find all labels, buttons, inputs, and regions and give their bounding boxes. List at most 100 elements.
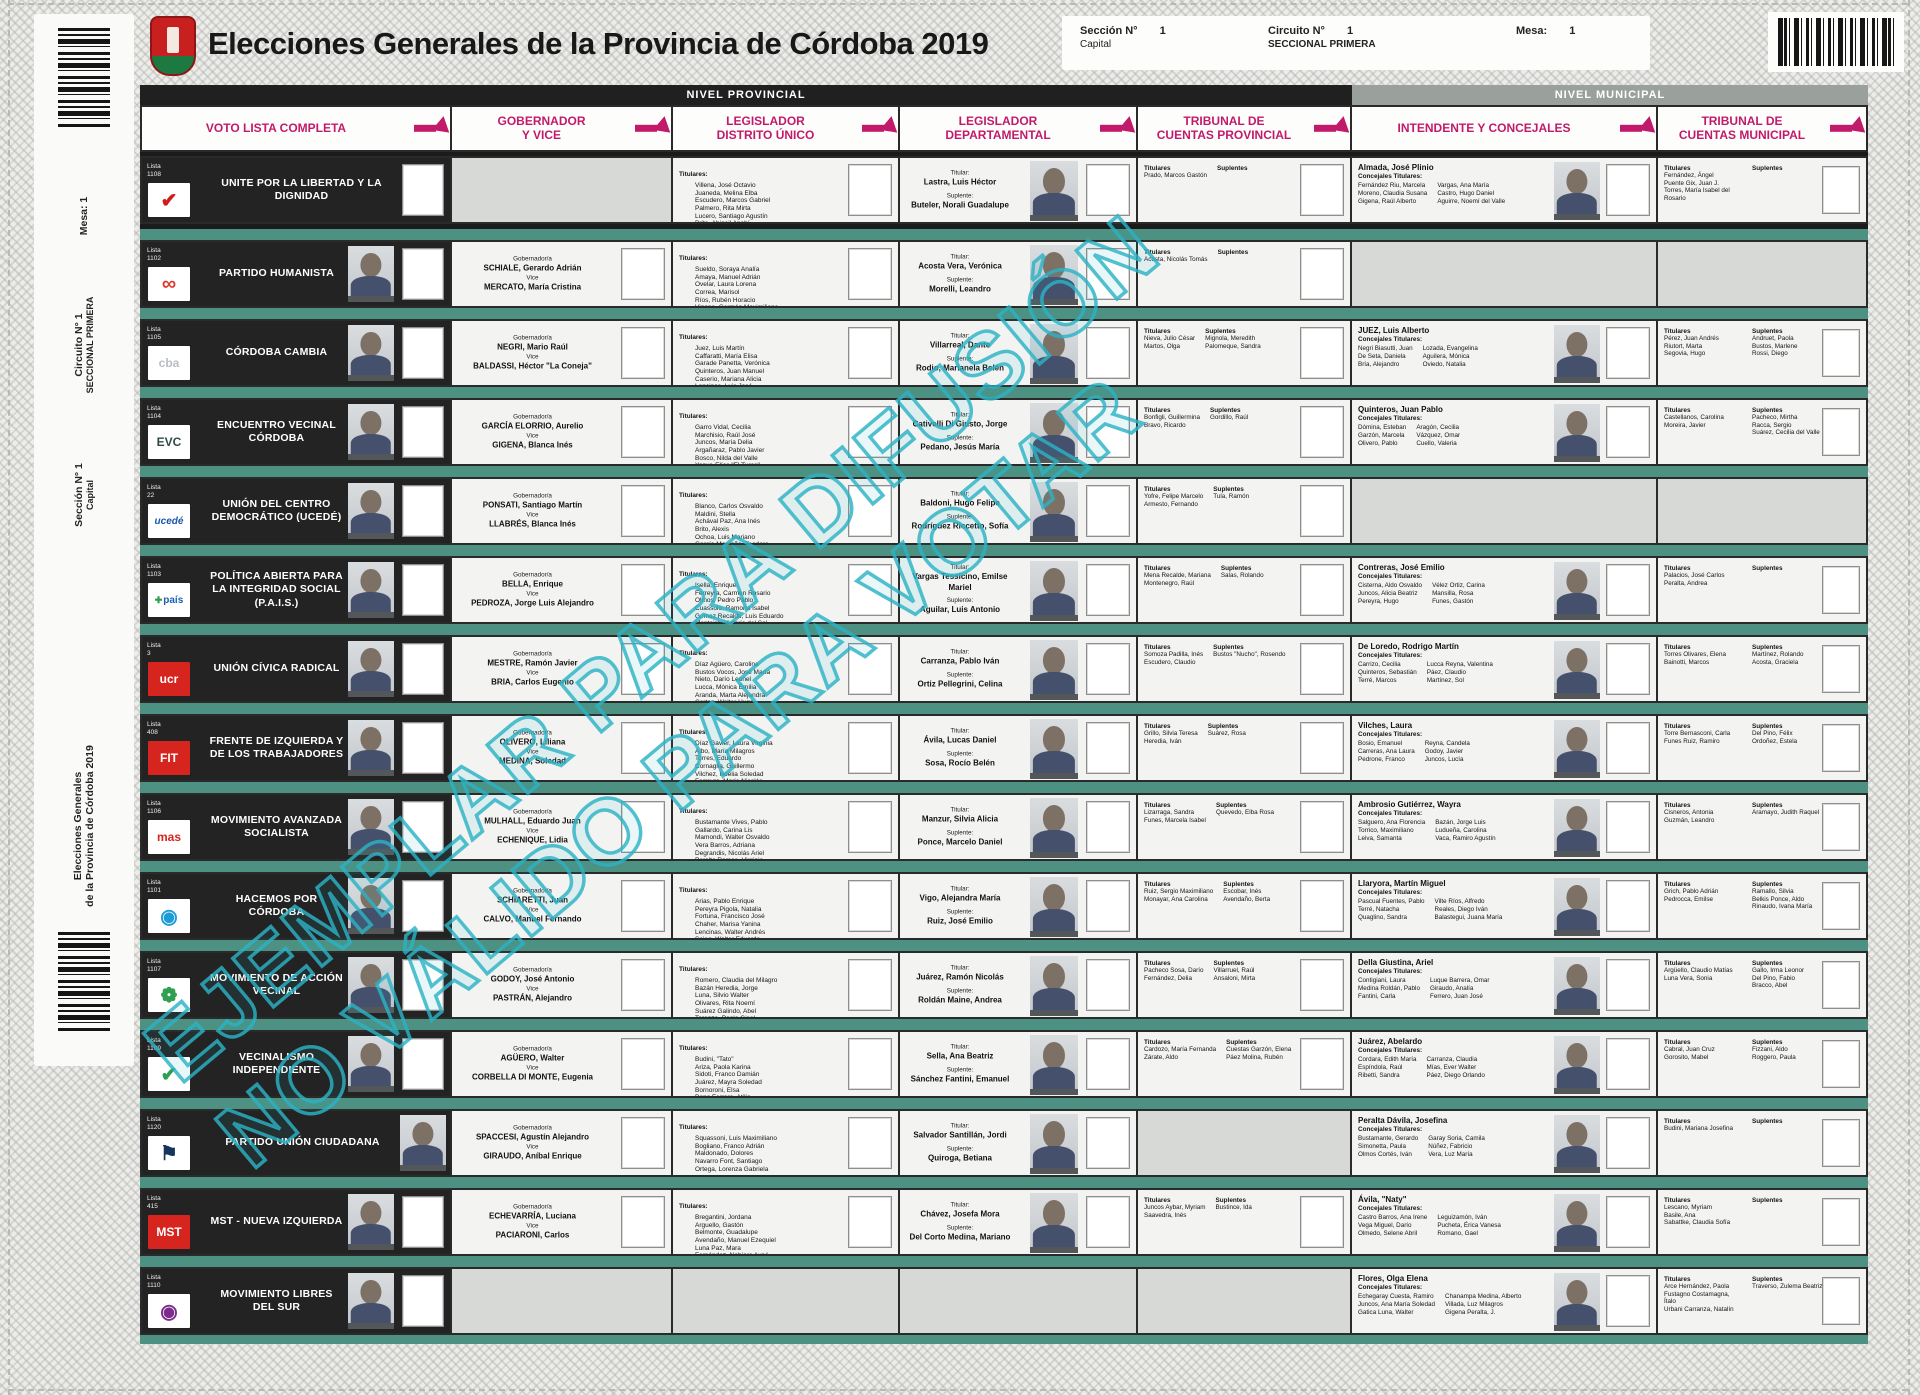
governor-checkbox[interactable] xyxy=(621,327,665,379)
tribunal-municipal-checkbox[interactable] xyxy=(1822,803,1860,851)
tribunal-provincial-checkbox[interactable] xyxy=(1300,722,1344,774)
legislator-district-checkbox[interactable] xyxy=(848,643,892,695)
titular-name: Funes Ruiz, Ramiro xyxy=(1664,737,1720,745)
full-list-checkbox[interactable] xyxy=(402,1038,444,1090)
governor-checkbox[interactable] xyxy=(621,801,665,853)
legislator-district-checkbox[interactable] xyxy=(848,1038,892,1090)
governor-checkbox[interactable] xyxy=(621,959,665,1011)
legislator-district-checkbox[interactable] xyxy=(848,164,892,216)
tribunal-municipal-checkbox[interactable] xyxy=(1822,1277,1860,1325)
tribunal-municipal-checkbox[interactable] xyxy=(1822,566,1860,614)
governor-checkbox[interactable] xyxy=(621,1117,665,1169)
tribunal-provincial-checkbox[interactable] xyxy=(1300,164,1344,216)
legislator-departmental-checkbox[interactable] xyxy=(1086,643,1130,695)
mayor-checkbox[interactable] xyxy=(1606,801,1650,853)
legislator-district-checkbox[interactable] xyxy=(848,959,892,1011)
tribunal-provincial-checkbox[interactable] xyxy=(1300,406,1344,458)
legislator-name: Isella, Enrique xyxy=(695,582,737,589)
tribunal-provincial-checkbox[interactable] xyxy=(1300,1196,1344,1248)
tribunal-municipal-checkbox[interactable] xyxy=(1822,724,1860,772)
full-list-checkbox[interactable] xyxy=(402,406,444,458)
legislator-departmental-checkbox[interactable] xyxy=(1086,164,1130,216)
mayor-checkbox[interactable] xyxy=(1606,722,1650,774)
tribunal-municipal-checkbox[interactable] xyxy=(1822,1198,1860,1246)
legislator-departmental-checkbox[interactable] xyxy=(1086,1117,1130,1169)
full-list-checkbox[interactable] xyxy=(402,801,444,853)
legislator-district-checkbox[interactable] xyxy=(848,880,892,932)
tribunal-provincial-checkbox[interactable] xyxy=(1300,880,1344,932)
legislator-district-checkbox[interactable] xyxy=(848,564,892,616)
governor-checkbox[interactable] xyxy=(621,1196,665,1248)
mayor-checkbox[interactable] xyxy=(1606,959,1650,1011)
tribunal-municipal-checkbox[interactable] xyxy=(1822,329,1860,377)
full-list-checkbox[interactable] xyxy=(402,485,444,537)
tribunal-provincial-checkbox[interactable] xyxy=(1300,643,1344,695)
mayor-checkbox[interactable] xyxy=(1606,643,1650,695)
legislator-departmental-checkbox[interactable] xyxy=(1086,959,1130,1011)
tribunal-provincial-checkbox[interactable] xyxy=(1300,801,1344,853)
full-list-checkbox[interactable] xyxy=(402,327,444,379)
suplentes-label: Suplentes xyxy=(1213,486,1244,493)
legislator-departmental-checkbox[interactable] xyxy=(1086,722,1130,774)
full-list-checkbox[interactable] xyxy=(402,248,444,300)
legislator-departmental-checkbox[interactable] xyxy=(1086,248,1130,300)
governor-checkbox[interactable] xyxy=(621,722,665,774)
full-list-checkbox[interactable] xyxy=(402,1196,444,1248)
governor-checkbox[interactable] xyxy=(621,880,665,932)
legislator-name: Torres, Eduardo xyxy=(695,755,742,763)
full-list-checkbox[interactable] xyxy=(402,880,444,932)
mayor-checkbox[interactable] xyxy=(1606,327,1650,379)
tribunal-provincial-checkbox[interactable] xyxy=(1300,327,1344,379)
legislator-district-checkbox[interactable] xyxy=(848,485,892,537)
tribunal-provincial-checkbox[interactable] xyxy=(1300,248,1344,300)
governor-checkbox[interactable] xyxy=(621,406,665,458)
mayor-checkbox[interactable] xyxy=(1606,880,1650,932)
legislator-district-checkbox[interactable] xyxy=(848,406,892,458)
mayor-checkbox[interactable] xyxy=(1606,1117,1650,1169)
tribunal-municipal-checkbox[interactable] xyxy=(1822,961,1860,1009)
tribunal-municipal-checkbox[interactable] xyxy=(1822,166,1860,214)
legislator-district-checkbox[interactable] xyxy=(848,327,892,379)
legislator-district-checkbox[interactable] xyxy=(848,801,892,853)
mayor-checkbox[interactable] xyxy=(1606,164,1650,216)
tribunal-municipal-checkbox[interactable] xyxy=(1822,1119,1860,1167)
legislator-district-checkbox[interactable] xyxy=(848,1117,892,1169)
mayor-checkbox[interactable] xyxy=(1606,1196,1650,1248)
governor-checkbox[interactable] xyxy=(621,1038,665,1090)
legislator-district-checkbox[interactable] xyxy=(848,248,892,300)
mayor-checkbox[interactable] xyxy=(1606,564,1650,616)
mayor-checkbox[interactable] xyxy=(1606,1038,1650,1090)
full-list-checkbox[interactable] xyxy=(402,564,444,616)
tribunal-municipal-checkbox[interactable] xyxy=(1822,1040,1860,1088)
full-list-checkbox[interactable] xyxy=(402,164,444,216)
tribunal-municipal-checkbox[interactable] xyxy=(1822,408,1860,456)
governor-checkbox[interactable] xyxy=(621,643,665,695)
governor-checkbox[interactable] xyxy=(621,564,665,616)
full-list-checkbox[interactable] xyxy=(402,1275,444,1327)
tribunal-provincial-checkbox[interactable] xyxy=(1300,959,1344,1011)
legislator-district-checkbox[interactable] xyxy=(848,722,892,774)
legislator-departmental-checkbox[interactable] xyxy=(1086,1196,1130,1248)
legislator-departmental-checkbox[interactable] xyxy=(1086,327,1130,379)
tribunal-provincial-checkbox[interactable] xyxy=(1300,564,1344,616)
full-list-checkbox[interactable] xyxy=(402,722,444,774)
mayor-checkbox[interactable] xyxy=(1606,1275,1650,1327)
candidate-photo xyxy=(1554,641,1600,699)
legislator-departmental-checkbox[interactable] xyxy=(1086,406,1130,458)
mayor-checkbox[interactable] xyxy=(1606,406,1650,458)
legislator-departmental-checkbox[interactable] xyxy=(1086,1038,1130,1090)
governor-checkbox[interactable] xyxy=(621,485,665,537)
tribunal-provincial-checkbox[interactable] xyxy=(1300,485,1344,537)
full-list-checkbox[interactable] xyxy=(402,959,444,1011)
legislator-departmental-checkbox[interactable] xyxy=(1086,485,1130,537)
governor-checkbox[interactable] xyxy=(621,248,665,300)
legislator-departmental-checkbox[interactable] xyxy=(1086,564,1130,616)
legislator-departmental-checkbox[interactable] xyxy=(1086,880,1130,932)
legislator-departmental-checkbox[interactable] xyxy=(1086,801,1130,853)
legislator-district-checkbox[interactable] xyxy=(848,1196,892,1248)
governor-cell: Gobernador/a SPACCESI, Agustín Alejandro V… xyxy=(452,1109,673,1177)
tribunal-municipal-checkbox[interactable] xyxy=(1822,645,1860,693)
full-list-checkbox[interactable] xyxy=(402,643,444,695)
tribunal-provincial-checkbox[interactable] xyxy=(1300,1038,1344,1090)
tribunal-municipal-checkbox[interactable] xyxy=(1822,882,1860,930)
